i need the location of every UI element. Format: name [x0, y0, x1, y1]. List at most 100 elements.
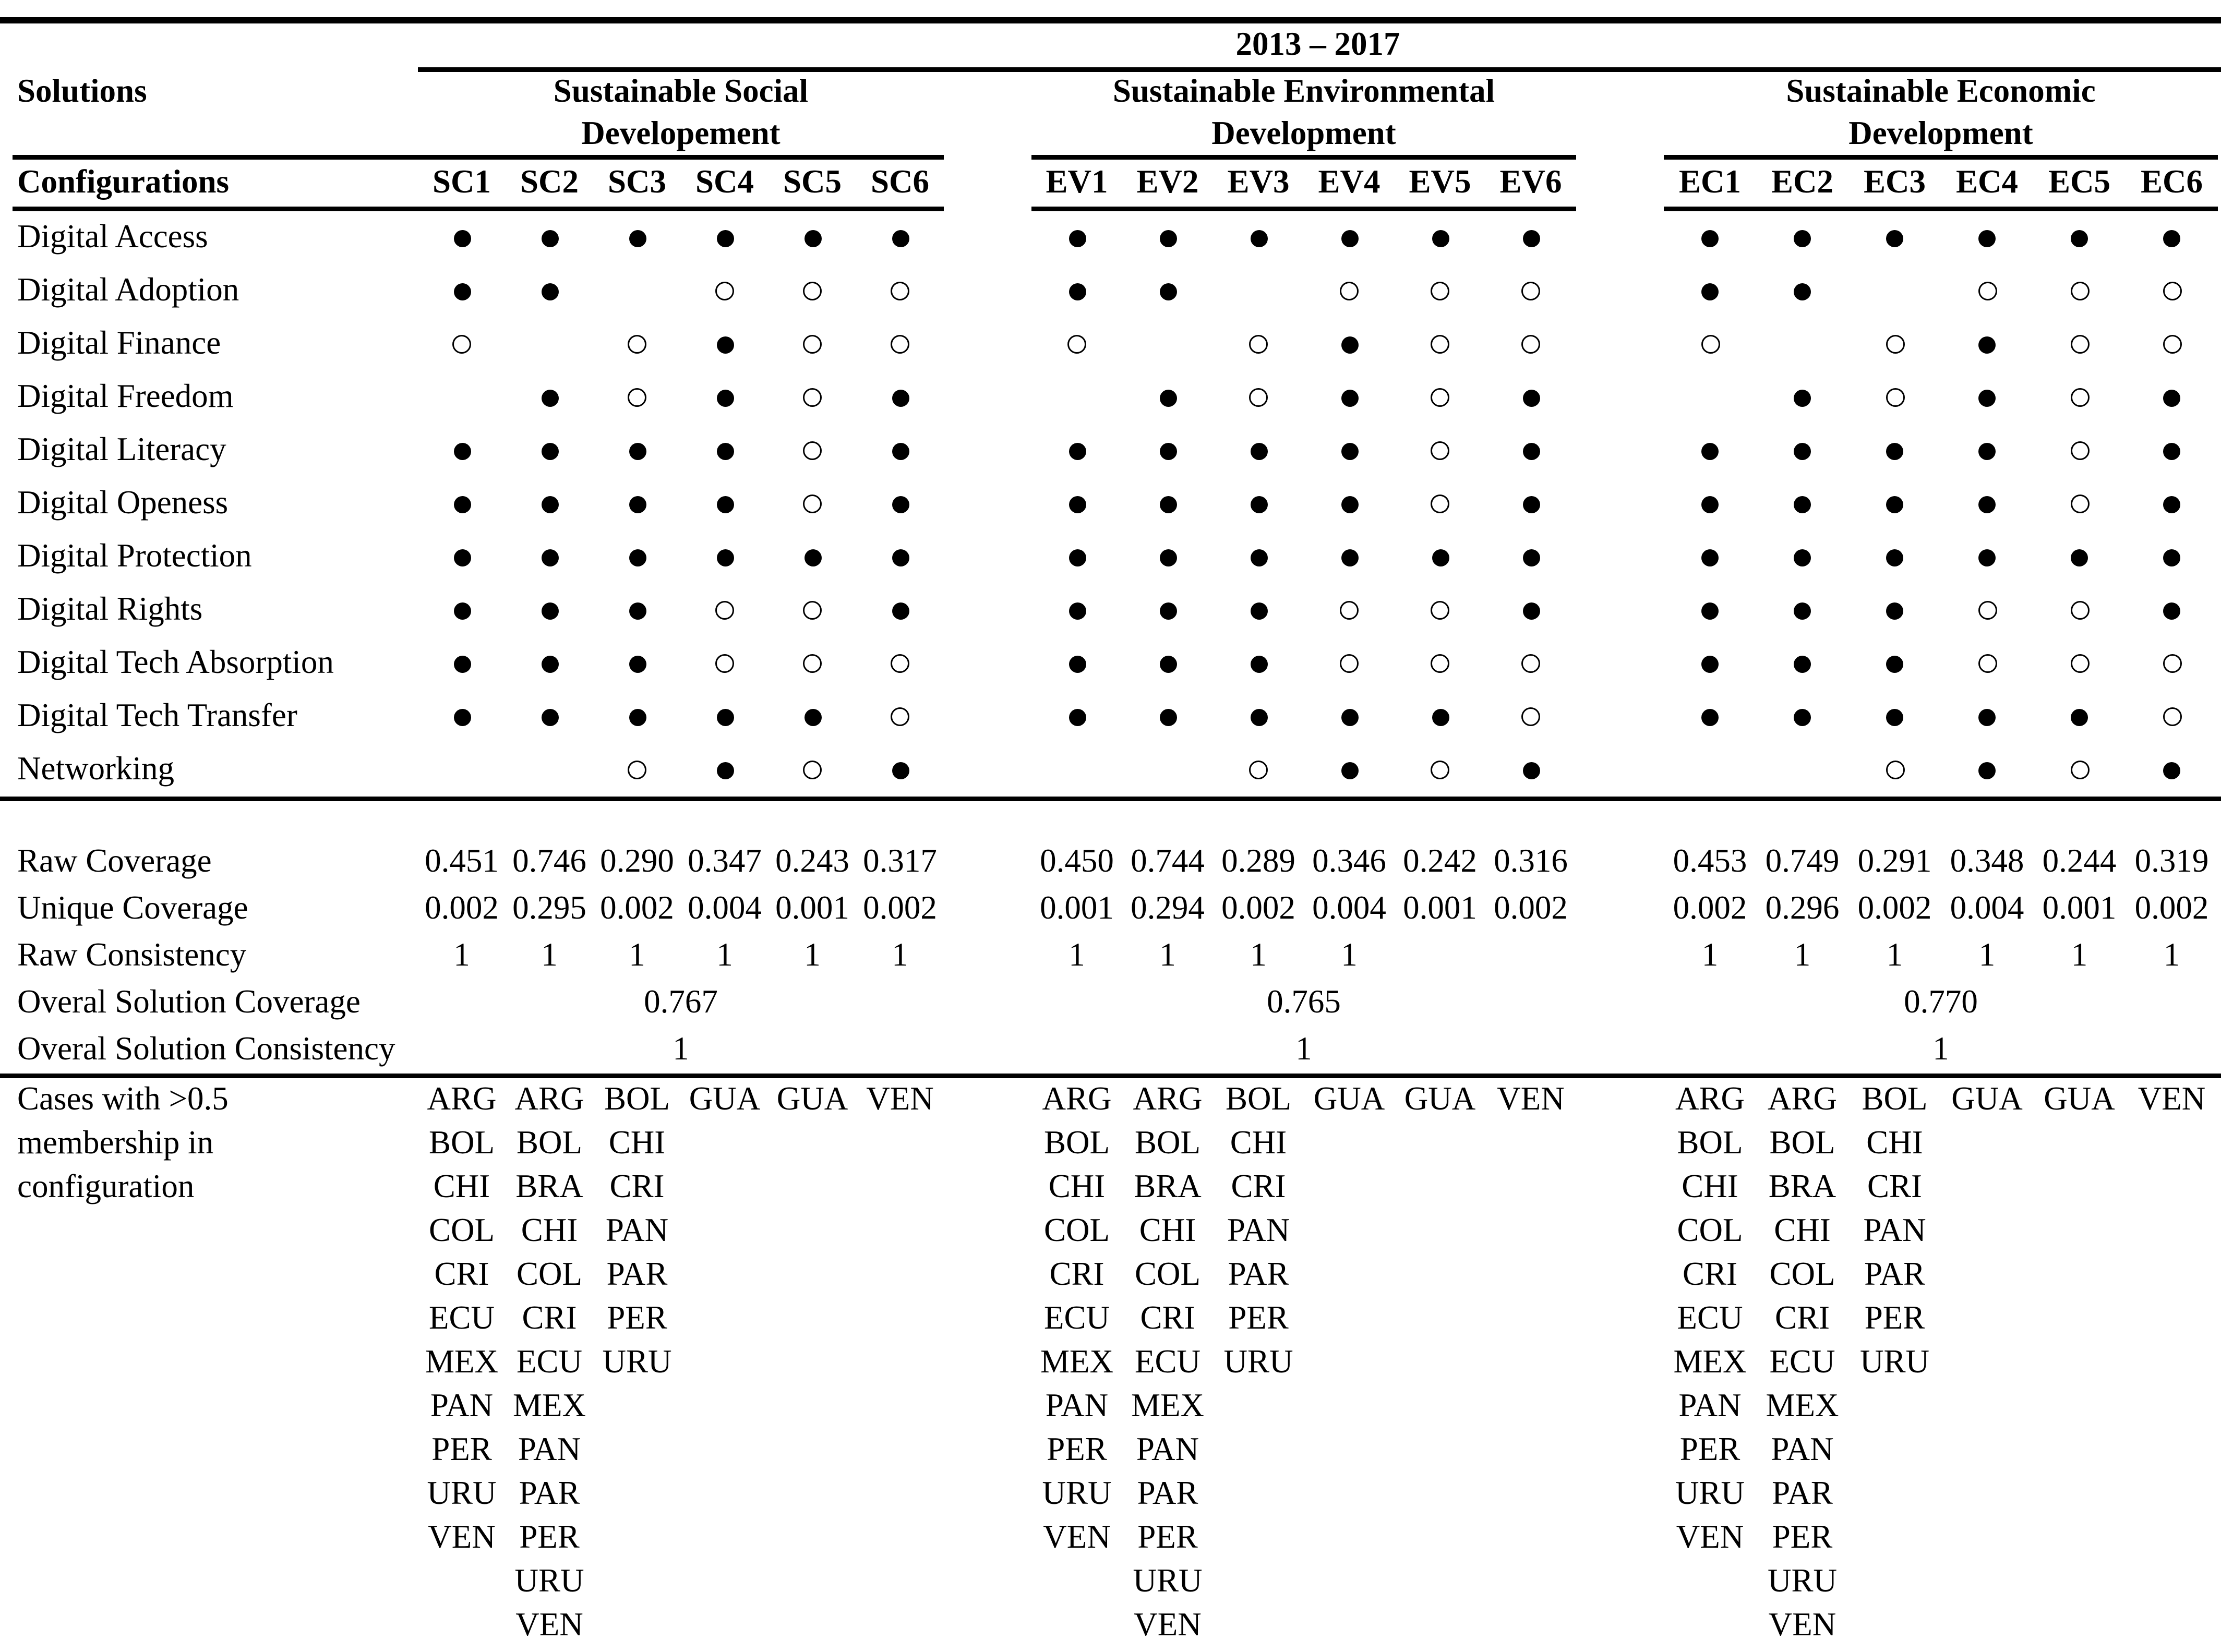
case-empty [1848, 1473, 1941, 1516]
group-title-line: Development [1848, 115, 2033, 153]
filled-circle-icon [716, 708, 734, 726]
filled-circle-icon [1340, 495, 1358, 513]
matrix-cell [593, 371, 681, 424]
matrix-cell [2033, 743, 2126, 797]
filled-circle-icon [1522, 601, 1540, 619]
column-gap [1576, 1297, 1664, 1341]
filled-circle-icon [1522, 761, 1540, 779]
solutions-header: Solutions [0, 72, 418, 155]
filled-circle-icon [1250, 442, 1267, 460]
column-gap [1576, 371, 1664, 424]
stat-value: 0.295 [512, 889, 586, 927]
filled-circle-icon [453, 601, 471, 619]
column-header: EC1 [1678, 163, 1742, 201]
stat-value: 0.319 [2134, 842, 2209, 881]
open-circle-icon [1431, 495, 1449, 513]
case-empty [1395, 1297, 1485, 1341]
filled-circle-icon [541, 601, 558, 619]
column-gap [1576, 1516, 1664, 1560]
matrix-cell [1485, 743, 1576, 797]
condition-label: Digital Freedom [17, 378, 234, 416]
filled-circle-icon [1068, 282, 1086, 300]
case-empty [1664, 1560, 1756, 1604]
matrix-cell [769, 211, 856, 264]
filled-circle-icon [541, 548, 558, 566]
case-empty [1304, 1429, 1395, 1473]
matrix-cell [1941, 690, 2033, 743]
open-circle-icon [1700, 335, 1720, 354]
group-underline-rule-left [13, 155, 944, 160]
case-empty [769, 1604, 856, 1648]
case-empty [1848, 1516, 1941, 1560]
open-circle-icon [1340, 282, 1359, 300]
matrix-cell [593, 424, 681, 477]
matrix-cell [2033, 371, 2126, 424]
matrix-cell [2033, 690, 2126, 743]
filled-circle-icon [1701, 548, 1719, 566]
filled-circle-icon [1978, 389, 1996, 406]
group-underline-rules [0, 155, 2221, 160]
filled-circle-icon [1340, 389, 1358, 406]
filled-circle-icon [1068, 655, 1086, 672]
matrix-cell [1756, 530, 1848, 584]
matrix-bottom-rule [0, 797, 2221, 801]
matrix-cell [1941, 371, 2033, 424]
filled-circle-icon [1886, 442, 1903, 460]
stat-value: 1 [1794, 936, 1811, 974]
filled-circle-icon [1159, 708, 1176, 726]
case-empty [681, 1122, 769, 1166]
filled-circle-icon [2071, 548, 2088, 566]
filled-circle-icon [1701, 282, 1719, 300]
matrix-cell [856, 637, 944, 690]
matrix-cell [506, 318, 593, 371]
case-empty [1485, 1341, 1576, 1385]
case-empty [1485, 1253, 1576, 1297]
matrix-cell [1485, 371, 1576, 424]
matrix-cell [856, 264, 944, 318]
case-empty [2126, 1166, 2218, 1210]
matrix-cell [1756, 424, 1848, 477]
case-empty [1941, 1604, 2033, 1648]
matrix-cell [1848, 690, 1941, 743]
column-header: EC4 [1955, 163, 2019, 201]
stat-value: 0.453 [1673, 842, 1747, 881]
condition-label: Digital Finance [17, 324, 221, 363]
stat-value: 0.749 [1765, 842, 1840, 881]
filled-circle-icon [628, 442, 646, 460]
filled-circle-icon [1431, 229, 1449, 247]
case-empty [769, 1385, 856, 1429]
matrix-cell [418, 424, 506, 477]
case-code: ECU [1135, 1343, 1200, 1381]
matrix-cell [1395, 637, 1485, 690]
matrix-cell [1395, 211, 1485, 264]
matrix-cell [1941, 424, 2033, 477]
matrix-cell [506, 264, 593, 318]
matrix-cell [506, 637, 593, 690]
case-empty [2033, 1560, 2126, 1604]
open-circle-icon [891, 282, 909, 300]
filled-circle-icon [891, 389, 909, 406]
filled-circle-icon [1794, 229, 1811, 247]
matrix-cell [1756, 637, 1848, 690]
open-circle-icon [1249, 335, 1268, 354]
matrix-cell [1664, 530, 1756, 584]
open-circle-icon [628, 335, 646, 354]
matrix-cell [593, 211, 681, 264]
matrix-cell [1848, 584, 1941, 637]
case-code: PAR [1864, 1256, 1925, 1294]
column-gap [1576, 1341, 1664, 1385]
case-empty [1485, 1297, 1576, 1341]
case-empty [1395, 1604, 1485, 1648]
matrix-cell [681, 477, 769, 530]
overall-stat-value: 0.765 [1267, 983, 1341, 1021]
column-gap [944, 584, 1031, 637]
filled-circle-icon [1794, 495, 1811, 513]
column-gap [1576, 1385, 1664, 1429]
condition-label: Digital Adoption [17, 271, 239, 309]
case-empty [2033, 1341, 2126, 1385]
stat-value: 0.002 [1494, 889, 1568, 927]
case-code: MEX [512, 1387, 586, 1425]
period-underline-rule [418, 67, 2221, 72]
group-title-environmental: Sustainable Environmental Development [1031, 72, 1576, 155]
matrix-cell [681, 743, 769, 797]
